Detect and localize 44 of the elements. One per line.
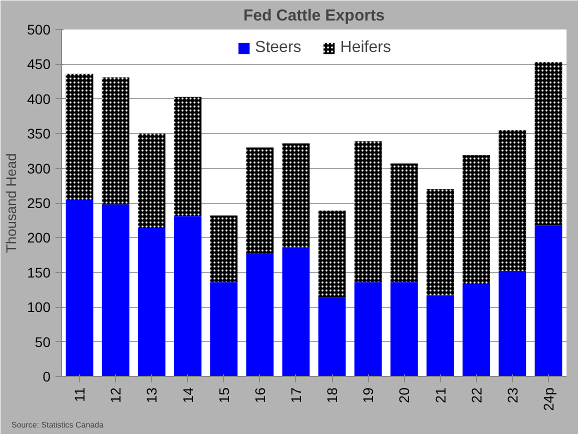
x-tick-label: 21	[432, 387, 448, 404]
bar	[102, 204, 130, 376]
x-tick-label: 12	[108, 387, 124, 404]
x-tick-label: 22	[468, 387, 484, 404]
x-tick-label: 11	[72, 387, 88, 402]
y-tick-label: 0	[42, 368, 51, 384]
y-axis-title: Thousand Head	[3, 153, 20, 253]
bar	[282, 247, 310, 376]
source-note: Source: Statistics Canada	[12, 420, 104, 430]
bar	[210, 282, 238, 376]
y-tick-label: 150	[27, 264, 51, 280]
y-tick-label: 500	[27, 22, 51, 38]
bar	[462, 284, 490, 376]
legend-label: Steers	[255, 39, 302, 57]
y-tick-label: 200	[27, 230, 51, 246]
x-tick-label: 23	[504, 387, 520, 404]
x-tick-label: 19	[360, 387, 376, 404]
x-tick-label: 17	[288, 387, 304, 404]
y-tick-label: 100	[27, 299, 51, 316]
x-tick-label: 14	[180, 387, 196, 404]
y-tick-label: 250	[27, 195, 51, 211]
y-tick-label: 450	[27, 56, 51, 72]
bar	[390, 282, 418, 376]
bar	[246, 254, 274, 376]
bar	[498, 271, 526, 376]
y-tick-label: 400	[27, 90, 51, 107]
x-tick-label: 18	[324, 387, 340, 404]
y-tick-label: 350	[27, 126, 51, 142]
x-tick-label: 15	[216, 387, 232, 404]
y-tick-label: 300	[27, 160, 51, 176]
bar	[318, 297, 346, 376]
bar	[138, 228, 166, 376]
bar	[534, 225, 562, 376]
bar	[426, 295, 454, 376]
bar	[66, 200, 94, 376]
x-tick-label: 16	[252, 387, 268, 404]
legend-label: Heifers	[340, 39, 391, 57]
x-tick-label: 20	[396, 387, 412, 404]
bar	[174, 216, 202, 376]
x-tick-label: 13	[144, 387, 160, 404]
bar	[354, 282, 382, 376]
chart-title: Fed Cattle Exports	[243, 8, 385, 24]
x-tick-label: 24p	[540, 387, 556, 411]
y-tick-label: 50	[34, 334, 51, 350]
